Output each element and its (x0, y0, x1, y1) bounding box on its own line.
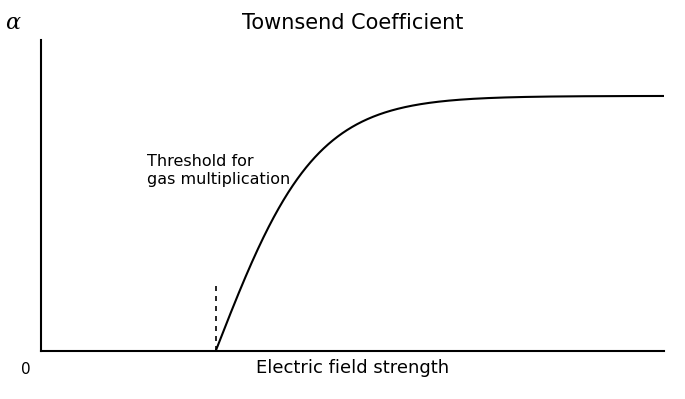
X-axis label: Electric field strength: Electric field strength (256, 359, 449, 377)
Text: 0: 0 (21, 362, 30, 377)
Text: Threshold for
gas multiplication: Threshold for gas multiplication (147, 154, 290, 187)
Title: Townsend Coefficient: Townsend Coefficient (242, 13, 464, 33)
Text: α: α (5, 12, 21, 34)
